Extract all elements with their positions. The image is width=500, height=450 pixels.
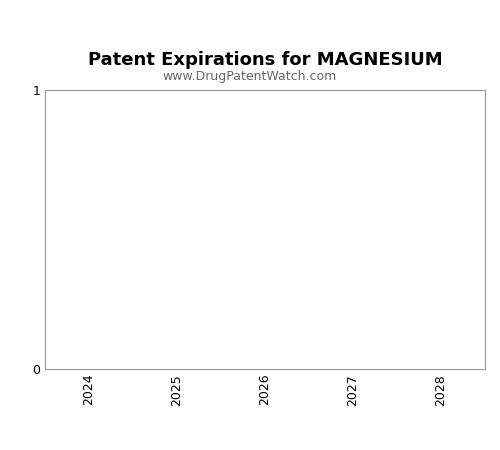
Text: www.DrugPatentWatch.com: www.DrugPatentWatch.com <box>163 70 337 83</box>
Title: Patent Expirations for MAGNESIUM: Patent Expirations for MAGNESIUM <box>88 51 442 69</box>
